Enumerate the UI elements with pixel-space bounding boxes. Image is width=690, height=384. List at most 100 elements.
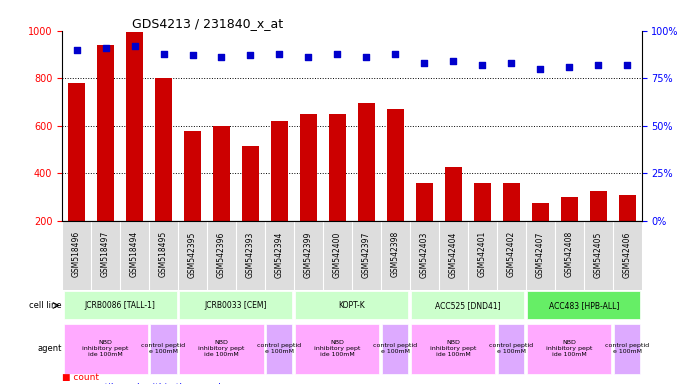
Bar [410, 221, 439, 290]
Bar [415, 183, 433, 221]
Point [187, 52, 198, 58]
Text: GSM542405: GSM542405 [593, 231, 603, 278]
Text: GSM542408: GSM542408 [564, 231, 574, 277]
FancyBboxPatch shape [63, 291, 177, 319]
Text: control peptid
e 100mM: control peptid e 100mM [489, 343, 533, 354]
Text: GSM542401: GSM542401 [477, 231, 487, 277]
Text: JCRB0086 [TALL-1]: JCRB0086 [TALL-1] [85, 301, 155, 310]
Text: ■ count: ■ count [62, 373, 99, 382]
Text: control peptid
e 100mM: control peptid e 100mM [257, 343, 302, 354]
Point [216, 54, 227, 60]
Point [622, 62, 633, 68]
Bar [613, 221, 642, 290]
Text: GSM518495: GSM518495 [159, 231, 168, 277]
Bar [213, 126, 230, 221]
Text: GSM542399: GSM542399 [304, 231, 313, 278]
FancyBboxPatch shape [614, 324, 640, 374]
Point [390, 50, 401, 56]
Text: GSM542406: GSM542406 [622, 231, 632, 278]
FancyBboxPatch shape [63, 324, 148, 374]
Text: cell line: cell line [30, 301, 62, 310]
Bar [357, 103, 375, 221]
Bar [299, 114, 317, 221]
Point [71, 46, 82, 53]
Bar [502, 183, 520, 221]
Point [419, 60, 430, 66]
Text: control peptid
e 100mM: control peptid e 100mM [605, 343, 649, 354]
Text: GSM542393: GSM542393 [246, 231, 255, 278]
Bar [68, 83, 86, 221]
Text: GSM542398: GSM542398 [391, 231, 400, 277]
FancyBboxPatch shape [295, 291, 408, 319]
Text: ACC525 [DND41]: ACC525 [DND41] [435, 301, 501, 310]
Text: ■ percentile rank within the sample: ■ percentile rank within the sample [62, 383, 226, 384]
Text: control peptid
e 100mM: control peptid e 100mM [373, 343, 417, 354]
FancyBboxPatch shape [179, 324, 264, 374]
Bar [120, 221, 149, 290]
Point [506, 60, 517, 66]
FancyBboxPatch shape [527, 291, 640, 319]
FancyBboxPatch shape [411, 291, 524, 319]
Text: GSM542400: GSM542400 [333, 231, 342, 278]
Bar [323, 221, 352, 290]
Text: GSM518496: GSM518496 [72, 231, 81, 277]
Bar [352, 221, 381, 290]
Bar [149, 221, 178, 290]
Text: agent: agent [38, 344, 62, 353]
FancyBboxPatch shape [295, 324, 380, 374]
FancyBboxPatch shape [382, 324, 408, 374]
Point [477, 62, 488, 68]
Bar [184, 131, 201, 221]
Text: KOPT-K: KOPT-K [339, 301, 365, 310]
Bar [589, 191, 607, 221]
Text: JCRB0033 [CEM]: JCRB0033 [CEM] [205, 301, 267, 310]
Bar [618, 195, 636, 221]
Bar [97, 45, 115, 221]
Point [100, 45, 111, 51]
FancyBboxPatch shape [527, 324, 611, 374]
Bar [381, 221, 410, 290]
Bar [155, 78, 172, 221]
Bar [62, 221, 91, 290]
Text: control peptid
e 100mM: control peptid e 100mM [141, 343, 186, 354]
Text: GSM542395: GSM542395 [188, 231, 197, 278]
Point [129, 43, 140, 49]
Text: NBD
inhibitory pept
ide 100mM: NBD inhibitory pept ide 100mM [82, 340, 129, 357]
Bar [294, 221, 323, 290]
Text: GSM518494: GSM518494 [130, 231, 139, 277]
Point [361, 54, 372, 60]
Point [593, 62, 604, 68]
Bar [241, 146, 259, 221]
FancyBboxPatch shape [150, 324, 177, 374]
Text: GSM542402: GSM542402 [506, 231, 516, 277]
Text: ACC483 [HPB-ALL]: ACC483 [HPB-ALL] [549, 301, 619, 310]
Bar [444, 167, 462, 221]
Point [245, 52, 256, 58]
Point [158, 50, 169, 56]
Text: GSM542394: GSM542394 [275, 231, 284, 278]
Bar [584, 221, 613, 290]
Bar [236, 221, 265, 290]
Point [564, 64, 575, 70]
Text: NBD
inhibitory pept
ide 100mM: NBD inhibitory pept ide 100mM [430, 340, 477, 357]
Bar [91, 221, 120, 290]
Text: GSM518497: GSM518497 [101, 231, 110, 277]
Bar [126, 32, 144, 221]
Bar [468, 221, 497, 290]
FancyBboxPatch shape [411, 324, 495, 374]
Text: NBD
inhibitory pept
ide 100mM: NBD inhibitory pept ide 100mM [314, 340, 361, 357]
Bar [526, 221, 555, 290]
Point [274, 50, 285, 56]
Text: GSM542403: GSM542403 [420, 231, 429, 278]
Point [332, 50, 343, 56]
Text: GDS4213 / 231840_x_at: GDS4213 / 231840_x_at [132, 17, 283, 30]
Bar [439, 221, 468, 290]
Bar [270, 121, 288, 221]
Bar [386, 109, 404, 221]
Bar [560, 197, 578, 221]
FancyBboxPatch shape [498, 324, 524, 374]
Bar [497, 221, 526, 290]
Text: GSM542396: GSM542396 [217, 231, 226, 278]
Point [535, 66, 546, 72]
Text: GSM542407: GSM542407 [535, 231, 545, 278]
